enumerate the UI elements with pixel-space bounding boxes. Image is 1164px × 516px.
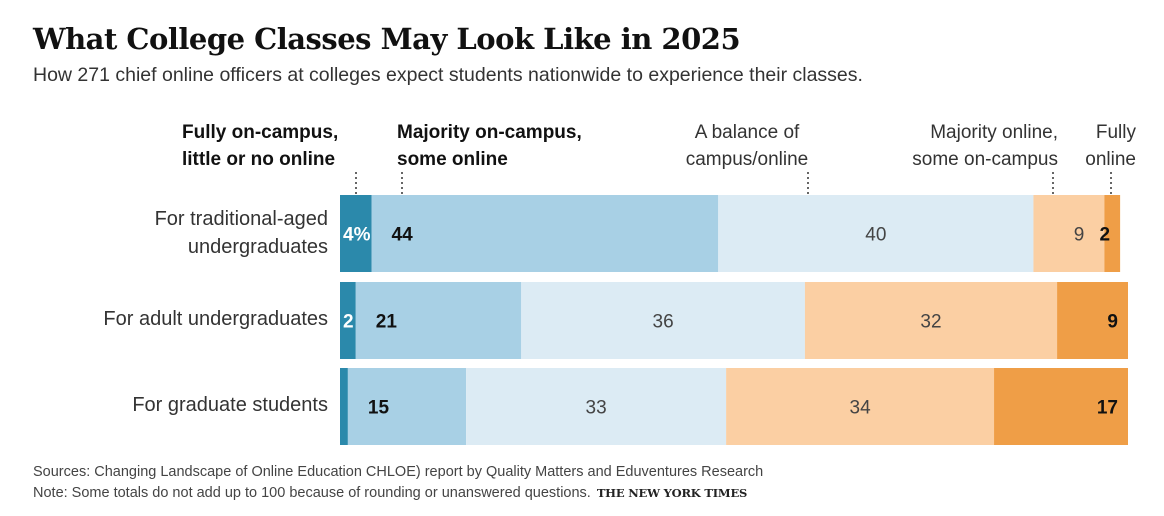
bar-segment bbox=[994, 368, 1128, 445]
bar-value-label: 21 bbox=[376, 312, 398, 333]
bar-segment bbox=[804, 282, 1058, 359]
bar-segment bbox=[347, 368, 467, 445]
bar-segment bbox=[718, 195, 1034, 272]
chart-subtitle: How 271 chief online officers at college… bbox=[33, 64, 863, 86]
footnote-text: Note: Some totals do not add up to 100 b… bbox=[33, 485, 591, 501]
footnote: Note: Some totals do not add up to 100 b… bbox=[33, 485, 747, 501]
header-fully-online: Fully online bbox=[1064, 119, 1136, 173]
bar-segment bbox=[340, 368, 348, 445]
bar-value-label: 32 bbox=[920, 312, 941, 333]
bar-value-label: 33 bbox=[586, 398, 607, 419]
header-majority-online: Majority online, some on-campus bbox=[860, 119, 1058, 173]
bar-value-label: 34 bbox=[850, 398, 872, 419]
bar-segment bbox=[466, 368, 727, 445]
header-line: some on-campus bbox=[912, 149, 1058, 170]
bar-segment bbox=[1057, 282, 1128, 359]
header-line: campus/online bbox=[685, 149, 809, 170]
bar-value-label: 40 bbox=[865, 225, 886, 246]
bar-segment bbox=[1033, 195, 1105, 272]
header-line: Majority on-campus, bbox=[397, 122, 582, 143]
bar-segment bbox=[521, 282, 805, 359]
bar-segment bbox=[340, 195, 372, 272]
row-label-adult: For adult undergraduates bbox=[103, 305, 328, 333]
header-line: little or no online bbox=[182, 149, 336, 170]
bar-value-label: 9 bbox=[1074, 225, 1085, 246]
sources-note: Sources: Changing Landscape of Online Ed… bbox=[33, 464, 764, 480]
bar-segment bbox=[371, 195, 719, 272]
header-line: A balance of bbox=[694, 122, 800, 143]
bar-segment bbox=[340, 282, 356, 359]
row-label-line: For graduate students bbox=[132, 394, 328, 416]
header-line: some online bbox=[397, 149, 508, 170]
bar-value-label: 2 bbox=[343, 312, 354, 333]
bar-segment bbox=[726, 368, 995, 445]
bar-segment bbox=[1104, 195, 1121, 272]
bar-value-label: 2 bbox=[1100, 225, 1111, 246]
row-label-line: For traditional-aged bbox=[154, 208, 328, 230]
bar-value-label: 44 bbox=[392, 225, 414, 246]
header-line: Fully bbox=[1095, 122, 1136, 143]
bar-value-label: 4% bbox=[343, 225, 371, 246]
nyt-credit: THE NEW YORK TIMES bbox=[596, 486, 748, 500]
bar-value-label: 17 bbox=[1097, 398, 1118, 419]
bar-value-label: 15 bbox=[368, 398, 390, 419]
header-line: Majority online, bbox=[930, 122, 1058, 143]
bar-value-label: 36 bbox=[653, 312, 674, 333]
chart-title: What College Classes May Look Like in 20… bbox=[33, 22, 741, 56]
row-label-line: undergraduates bbox=[187, 236, 328, 258]
row-label-traditional: For traditional-aged undergraduates bbox=[155, 205, 328, 261]
row-label-line: For adult undergraduates bbox=[103, 308, 328, 330]
header-line: Fully on-campus, bbox=[182, 122, 339, 143]
header-fully-on-campus: Fully on-campus, little or no online bbox=[182, 119, 338, 173]
row-label-graduate: For graduate students bbox=[132, 391, 328, 419]
bar-value-label: 9 bbox=[1107, 312, 1118, 333]
bar-segment bbox=[355, 282, 522, 359]
header-balance: A balance of campus/online bbox=[660, 119, 834, 173]
header-line: online bbox=[1085, 149, 1136, 170]
header-majority-on-campus: Majority on-campus, some online bbox=[397, 119, 582, 173]
